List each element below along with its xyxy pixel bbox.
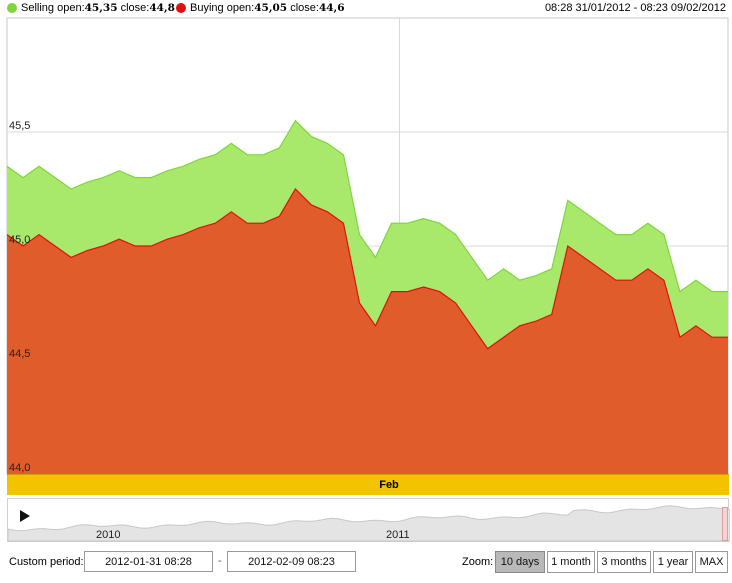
legend-buying-close-label: close: — [290, 2, 319, 14]
date-separator: - — [218, 555, 222, 567]
series-line-selling — [6, 119, 728, 293]
date-to-input[interactable] — [227, 551, 356, 572]
zoom-label: Zoom: — [462, 556, 494, 568]
navigator-range-handle[interactable] — [722, 507, 728, 541]
y-tick-label-3: 45,5 — [9, 120, 30, 132]
zoom-3-months-button[interactable]: 3 months — [597, 551, 651, 573]
series-area-buying — [7, 189, 728, 474]
legend-buying-close-value: 44,6 — [318, 2, 345, 14]
play-button[interactable] — [20, 510, 30, 522]
y-tick-label-2: 45,0 — [9, 234, 30, 246]
price-area-chart[interactable]: 44,0 44,5 45,0 45,5 — [0, 0, 732, 476]
buying-color-dot — [176, 3, 186, 13]
custom-period-label: Custom period: — [9, 556, 84, 568]
legend-selling-label: Selling — [21, 2, 55, 14]
zoom-1-month-button[interactable]: 1 month — [547, 551, 595, 573]
legend-buying[interactable]: Buying open: 45,05 close: 44,6 — [176, 2, 345, 14]
legend-buying-open-label: open: — [226, 2, 255, 14]
legend-selling-open-label: open: — [57, 2, 85, 14]
navigator-year-2010: 2010 — [96, 529, 121, 541]
range-navigator[interactable]: 2010 2011 — [7, 498, 730, 542]
y-tick-label-0: 44,0 — [9, 462, 30, 474]
month-band-label: Feb — [379, 479, 399, 491]
zoom-1-year-button[interactable]: 1 year — [653, 551, 693, 573]
month-band: Feb — [7, 474, 729, 495]
legend-buying-open-value: 45,05 — [254, 2, 288, 14]
date-from-input[interactable] — [84, 551, 213, 572]
selling-color-dot — [7, 3, 17, 13]
legend-selling-close-value: 44,8 — [149, 2, 175, 14]
date-range-label: 08:28 31/01/2012 - 08:23 09/02/2012 — [544, 2, 726, 14]
series-line-buying — [6, 188, 728, 350]
navigator-history-area — [8, 505, 730, 542]
chart-legend: Selling open: 45,35 close: 44,8 Buying ope… — [0, 0, 732, 18]
zoom-10-days-button[interactable]: 10 days — [495, 551, 545, 573]
legend-selling-close-label: close: — [120, 2, 150, 14]
navigator-overview-chart — [8, 505, 730, 542]
zoom-max-button[interactable]: MAX — [695, 551, 728, 573]
legend-selling-open-value: 45,35 — [84, 2, 118, 14]
legend-buying-label: Buying — [190, 2, 224, 14]
navigator-year-2011: 2011 — [386, 529, 410, 541]
y-tick-label-1: 44,5 — [9, 348, 30, 360]
legend-selling[interactable]: Selling open: 45,35 close: 44,8 — [7, 2, 175, 14]
chart-controls: Custom period: - Zoom: 10 days 1 month 3… — [0, 550, 732, 576]
